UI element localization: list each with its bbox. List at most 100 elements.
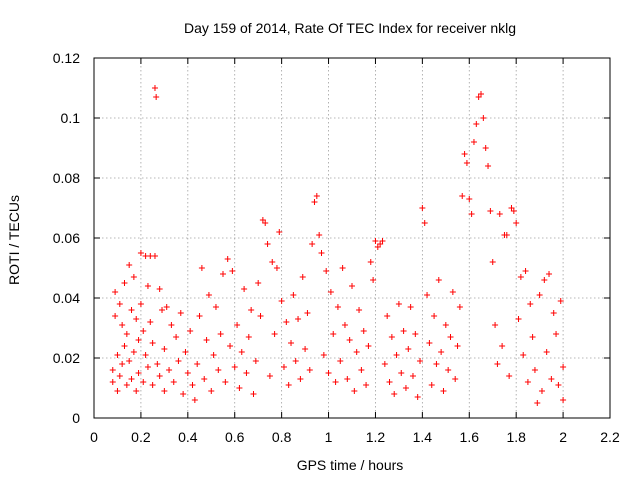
data-point [524,379,531,385]
data-point [386,379,393,385]
data-point [215,367,222,373]
data-point [184,370,191,376]
y-axis-tick-labels: 0 0.02 0.04 0.06 0.08 0.1 0.12 [53,50,80,426]
data-point [489,259,496,265]
x-tick-label: 0.6 [225,429,245,445]
data-point [370,277,377,283]
data-point [149,340,156,346]
data-point [311,199,318,205]
data-point [421,220,428,226]
data-point [309,241,316,247]
data-point [482,145,489,151]
data-point [156,373,163,379]
data-point [550,310,557,316]
data-point [121,280,128,286]
data-point [426,340,433,346]
data-point [499,343,506,349]
data-point [203,337,210,343]
data-point [306,367,313,373]
data-point [445,367,452,373]
data-point [560,397,567,403]
data-point [153,94,160,100]
data-point [409,373,416,379]
data-point [492,322,499,328]
data-point [402,385,409,391]
data-point [297,376,304,382]
x-tick-label: 0.8 [272,429,292,445]
data-point [463,160,470,166]
data-point [419,205,426,211]
data-point [541,277,548,283]
data-point [182,349,189,355]
data-point [119,361,126,367]
data-point [245,334,252,340]
data-point [379,238,386,244]
data-point [180,391,187,397]
data-point [478,91,484,97]
data-point [262,220,269,226]
data-point [255,280,262,286]
data-point [191,397,198,403]
data-point [506,373,513,379]
y-tick-label: 0.1 [61,110,81,126]
data-point [196,313,203,319]
data-point [327,289,334,295]
x-tick-label: 2.2 [600,429,620,445]
data-point [149,382,156,388]
data-point [283,319,290,325]
data-point [217,331,224,337]
data-point [227,343,234,349]
data-point [112,313,119,319]
data-point [269,259,276,265]
data-point [513,220,520,226]
data-point [224,256,231,262]
data-point [320,352,327,358]
data-point [417,358,424,364]
data-point [405,346,412,352]
y-tick-label: 0.08 [53,170,80,186]
data-point [435,277,442,283]
data-point [170,379,177,385]
data-point [299,274,306,280]
data-point [133,388,140,394]
data-point [325,370,332,376]
data-point [487,208,494,214]
data-point [442,322,449,328]
data-point [133,316,140,322]
data-point [522,268,529,274]
data-point [126,358,133,364]
data-point [414,394,421,400]
data-point [381,361,388,367]
data-point [351,388,358,394]
data-point [257,313,264,319]
data-point [449,289,456,295]
data-point [388,334,395,340]
data-point [424,292,431,298]
data-point [344,376,351,382]
data-point [201,376,208,382]
data-point [337,358,344,364]
data-point [273,265,280,271]
data-point [438,349,445,355]
data-point [480,115,487,121]
data-point [323,268,330,274]
data-point [288,340,295,346]
data-point [173,334,180,340]
data-point [395,301,402,307]
data-point [304,310,311,316]
data-point [517,274,524,280]
data-point [109,379,116,385]
grid-lines [94,58,610,418]
data-point [123,331,130,337]
data-point [452,376,459,382]
data-point [553,331,560,337]
data-point [229,268,236,274]
data-point [208,388,215,394]
data-point [161,388,168,394]
data-point [205,292,212,298]
y-tick-label: 0.06 [53,230,80,246]
data-point [360,328,367,334]
data-point [531,367,538,373]
data-point [367,259,374,265]
data-point [407,304,414,310]
